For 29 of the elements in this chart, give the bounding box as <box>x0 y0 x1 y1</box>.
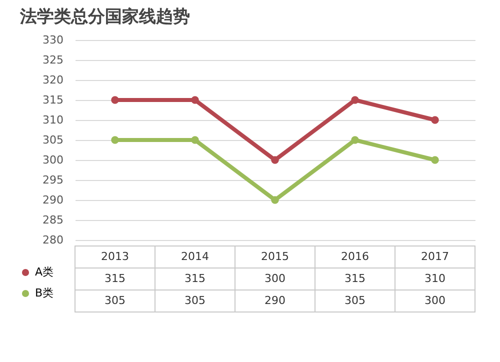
data-label: 305 <box>104 294 126 307</box>
y-tick-label: 290 <box>42 194 64 206</box>
y-tick-label: 295 <box>42 174 64 186</box>
data-label: 315 <box>104 272 126 285</box>
data-label: 305 <box>344 294 366 307</box>
x-tick-label: 2017 <box>421 250 449 263</box>
y-tick-label: 310 <box>42 114 64 126</box>
chart-title: 法学类总分国家线趋势 <box>19 7 190 27</box>
data-label: 310 <box>424 272 446 285</box>
y-tick-label: 315 <box>42 94 64 106</box>
y-tick-label: 305 <box>42 134 64 146</box>
data-label: 305 <box>184 294 206 307</box>
legend-label: B类 <box>35 286 54 300</box>
x-tick-label: 2014 <box>181 250 209 263</box>
data-label: 315 <box>184 272 206 285</box>
legend-label: A类 <box>35 266 54 278</box>
y-tick-label: 325 <box>42 54 64 66</box>
y-tick-label: 320 <box>42 74 64 86</box>
y-tick-label: 280 <box>42 234 64 246</box>
y-tick-label: 330 <box>42 34 64 46</box>
y-tick-label: 285 <box>42 214 64 226</box>
y-tick-label: 300 <box>42 154 64 166</box>
data-label: 290 <box>264 294 286 307</box>
x-tick-label: 2013 <box>101 250 129 263</box>
x-tick-label: 2016 <box>341 250 369 263</box>
data-label: 300 <box>424 294 446 307</box>
data-label: 315 <box>344 272 366 285</box>
x-tick-label: 2015 <box>261 250 289 263</box>
data-label: 300 <box>264 272 286 285</box>
